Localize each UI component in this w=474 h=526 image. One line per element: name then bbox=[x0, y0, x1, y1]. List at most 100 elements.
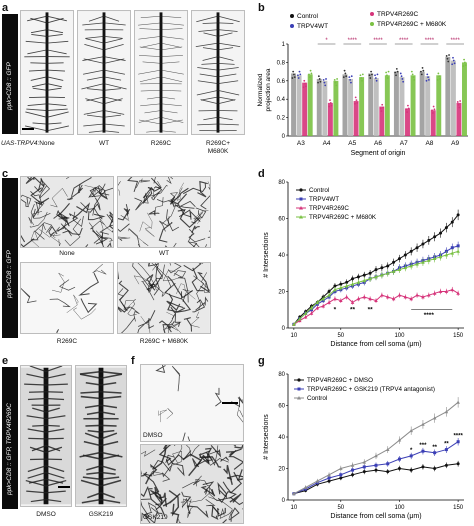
chart-b-point-4-3-2 bbox=[412, 76, 415, 79]
condition-label-a-1: WT bbox=[98, 140, 110, 147]
chart-b-sig-2: **** bbox=[348, 38, 358, 44]
chart-b-point-2-1-1 bbox=[349, 78, 352, 81]
chart-b-point-6-3-3 bbox=[464, 64, 467, 67]
chart-b-point-3-3-3 bbox=[387, 70, 390, 73]
chart-b-point-5-2-3 bbox=[433, 108, 436, 111]
chart-d-point-0-26 bbox=[444, 226, 448, 230]
chart-g-point-1-11 bbox=[421, 449, 425, 453]
chart-d-point-0-21 bbox=[415, 246, 419, 250]
chart-b-bar-3-0 bbox=[368, 73, 374, 136]
chart-d-point-0-18 bbox=[397, 257, 401, 261]
chart-b-point-1-2-3 bbox=[330, 104, 333, 107]
chart-b-point-1-2-1 bbox=[329, 99, 331, 102]
chart-b-point-0-0-1 bbox=[292, 70, 295, 73]
chart-b-point-5-1-1 bbox=[426, 73, 429, 76]
chart-g-point-2-5 bbox=[350, 463, 355, 467]
chart-d-point-0-12 bbox=[362, 273, 366, 277]
chart-d-point-2-11 bbox=[356, 297, 361, 301]
chart-g-xlabel: Distance from cell soma (μm) bbox=[330, 513, 421, 520]
chart-b-point-0-1-2 bbox=[298, 70, 301, 73]
chart-d-point-0-6 bbox=[327, 290, 331, 293]
chart-g-point-1-14 bbox=[456, 440, 460, 444]
chart-b-bar-1-1 bbox=[322, 80, 328, 136]
chart-b-point-0-3-1 bbox=[308, 76, 311, 79]
chart-b-bar-0-3 bbox=[307, 74, 313, 136]
chart-b-point-1-0-0 bbox=[317, 81, 319, 84]
chart-b-point-5-1-3 bbox=[427, 78, 430, 81]
chart-b-point-6-2-0 bbox=[456, 101, 459, 103]
chart-d-point-2-2 bbox=[303, 315, 308, 319]
condition-label-f-0: DMSO bbox=[143, 432, 163, 439]
chart-b-point-4-1-0 bbox=[399, 72, 402, 75]
chart-b-bar-5-3 bbox=[436, 75, 442, 136]
micrograph-e-gsk219 bbox=[75, 365, 127, 507]
chart-g-point-1-5 bbox=[351, 468, 355, 472]
chart-b-point-3-0-3 bbox=[371, 73, 373, 76]
chart-b-point-6-3-0 bbox=[462, 65, 465, 67]
chart-d-point-3-26 bbox=[444, 253, 449, 257]
chart-g-sig-1: *** bbox=[419, 443, 427, 449]
chart-d-point-0-9 bbox=[345, 280, 349, 284]
chart-g-ytick-3: 60 bbox=[278, 404, 285, 410]
chart-b-point-3-0-0 bbox=[368, 74, 371, 77]
chart-g-point-1-6 bbox=[362, 465, 366, 469]
chart-b-point-2-3-0 bbox=[359, 74, 362, 77]
chart-d-point-2-20 bbox=[409, 297, 413, 301]
side-label-c: ppk>CD8 :: GFP bbox=[6, 250, 13, 298]
chart-b-bar-5-2 bbox=[430, 110, 436, 136]
chart-b-point-6-0-0 bbox=[445, 55, 448, 57]
chart-b-point-4-1-2 bbox=[401, 78, 404, 80]
chart-d-legend-3: TRPV4R269C + M680K bbox=[309, 214, 377, 221]
chart-d-point-3-23 bbox=[427, 258, 431, 262]
chart-b-point-0-0-2 bbox=[293, 73, 295, 76]
panel-label-c: c bbox=[2, 168, 9, 180]
chart-d-point-2-19 bbox=[403, 295, 408, 299]
chart-b-point-3-3-0 bbox=[385, 71, 388, 74]
chart-g-point-2-3 bbox=[327, 473, 331, 477]
chart-g-xtick-3: 150 bbox=[453, 505, 464, 511]
chart-b-sig-6: **** bbox=[450, 38, 460, 44]
chart-b-point-4-1-3 bbox=[402, 80, 405, 83]
chart-g-legend-marker-2 bbox=[297, 396, 301, 400]
chart-b-point-1-1-3 bbox=[325, 78, 327, 80]
chart-b-point-2-3-1 bbox=[360, 77, 363, 79]
chart-b-point-0-1-1 bbox=[297, 77, 300, 79]
chart-g-sig-0: * bbox=[410, 448, 413, 454]
chart-b-bar-3-1 bbox=[373, 78, 379, 136]
chart-d-point-0-19 bbox=[403, 253, 407, 257]
chart-d-point-0-13 bbox=[368, 271, 372, 275]
chart-b-point-3-2-1 bbox=[380, 110, 383, 113]
chart-g-point-1-13 bbox=[444, 448, 448, 452]
chart-b-point-2-0-3 bbox=[345, 75, 348, 78]
panel-label-a: a bbox=[2, 2, 9, 14]
micrograph-e-dmso bbox=[20, 365, 72, 507]
chart-d-point-2-6 bbox=[327, 300, 331, 304]
chart-d-sig-1: ** bbox=[350, 307, 356, 314]
chart-b-category-3: A6 bbox=[374, 140, 382, 147]
chart-g-point-1-10 bbox=[409, 454, 413, 458]
chart-b-bar-2-0 bbox=[342, 74, 348, 136]
chart-b-point-3-2-2 bbox=[381, 103, 384, 106]
side-bar-c: ppk>CD8 :: GFP bbox=[2, 178, 18, 338]
chart-g-sig-2: ** bbox=[432, 445, 437, 451]
chart-d-point-3-5 bbox=[321, 297, 325, 301]
chart-d-legend-0: Control bbox=[309, 187, 329, 194]
chart-d-xtick-2: 100 bbox=[394, 333, 405, 339]
chart-b-point-6-3-2 bbox=[463, 61, 466, 64]
chart-g-ytick-4: 80 bbox=[278, 372, 285, 378]
chart-g-point-2-11 bbox=[421, 422, 425, 426]
chart-d-point-3-2 bbox=[303, 311, 308, 315]
chart-d-point-0-23 bbox=[427, 238, 431, 242]
chart-b-bar-3-2 bbox=[379, 106, 385, 136]
chart-d-point-2-17 bbox=[391, 297, 396, 301]
chart-d-point-0-27 bbox=[450, 220, 454, 224]
chart-g-legend-0: TRPV4R269C + DMSO bbox=[307, 377, 373, 384]
chart-b-point-6-2-2 bbox=[458, 106, 461, 109]
chart-b-point-5-0-2 bbox=[421, 67, 424, 69]
chart-d-point-0-16 bbox=[386, 264, 390, 268]
chart-d-legend-marker-2 bbox=[299, 206, 303, 210]
chart-b-point-3-2-0 bbox=[379, 107, 382, 110]
chart-d-point-1-28 bbox=[456, 244, 460, 248]
chart-b-point-0-1-3 bbox=[299, 73, 302, 76]
chart-b-point-5-2-1 bbox=[431, 112, 434, 114]
